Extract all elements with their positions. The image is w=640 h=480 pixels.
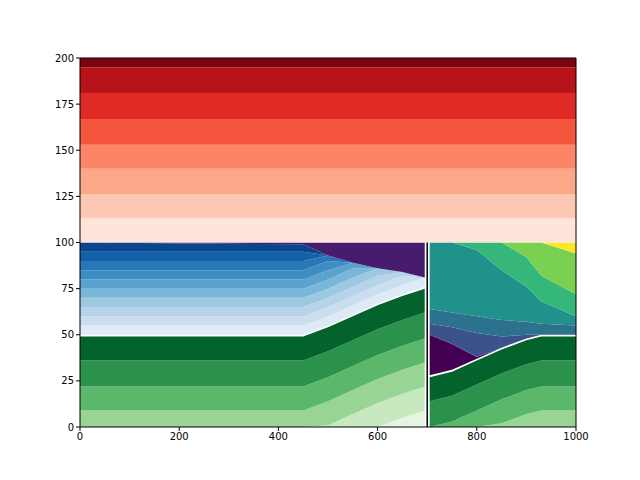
- svg-text:100: 100: [55, 237, 74, 248]
- svg-text:0: 0: [77, 431, 83, 442]
- svg-text:50: 50: [61, 329, 74, 340]
- svg-text:200: 200: [170, 431, 189, 442]
- svg-text:600: 600: [368, 431, 387, 442]
- svg-text:400: 400: [269, 431, 288, 442]
- svg-text:0: 0: [68, 422, 74, 433]
- svg-text:75: 75: [61, 283, 74, 294]
- svg-text:25: 25: [61, 375, 74, 386]
- svg-text:200: 200: [55, 53, 74, 64]
- svg-text:1000: 1000: [563, 431, 588, 442]
- svg-text:125: 125: [55, 191, 74, 202]
- svg-text:800: 800: [467, 431, 486, 442]
- svg-text:150: 150: [55, 145, 74, 156]
- svg-text:175: 175: [55, 99, 74, 110]
